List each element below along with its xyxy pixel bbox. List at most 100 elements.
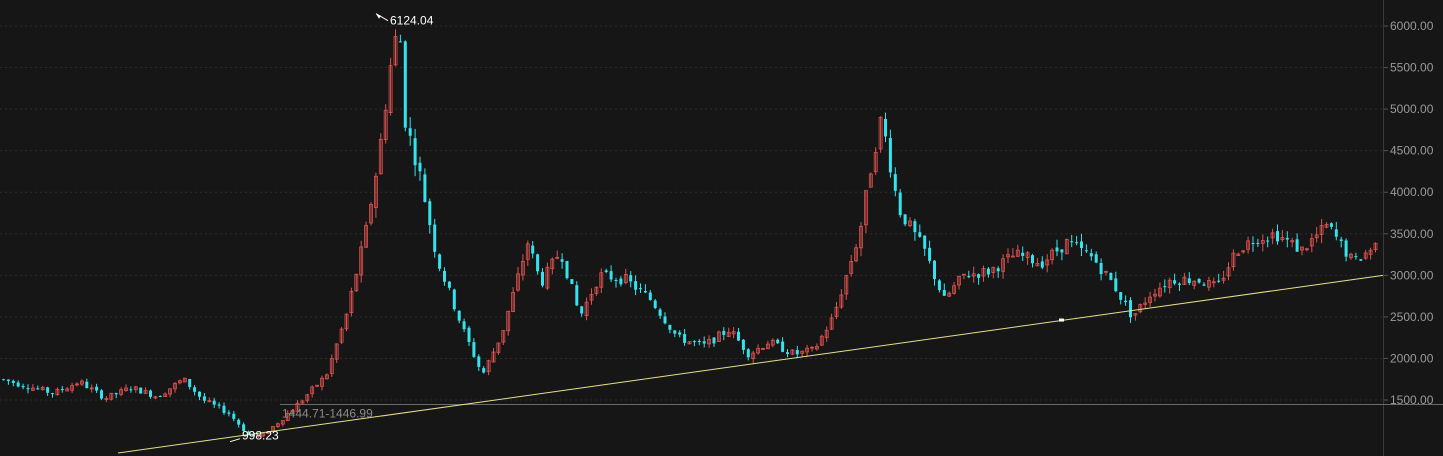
candle-body[interactable] — [310, 386, 315, 395]
candle-body[interactable] — [1094, 254, 1098, 263]
candle-body[interactable] — [418, 162, 422, 172]
candle-body[interactable] — [854, 247, 858, 262]
candle-body[interactable] — [737, 331, 740, 341]
candle-body[interactable] — [859, 225, 863, 249]
candle-body[interactable] — [1040, 261, 1044, 268]
candle-body[interactable] — [222, 405, 226, 413]
candle-body[interactable] — [383, 109, 388, 141]
support-trendline[interactable] — [117, 274, 1384, 454]
candle-body[interactable] — [1241, 250, 1246, 253]
candle-body[interactable] — [188, 379, 192, 388]
candle-body[interactable] — [1099, 262, 1103, 275]
candle-body[interactable] — [766, 343, 770, 350]
candle-body[interactable] — [1295, 239, 1299, 252]
candle-body[interactable] — [1148, 296, 1152, 303]
candle-body[interactable] — [815, 346, 819, 350]
candle-body[interactable] — [702, 341, 706, 344]
candle-body[interactable] — [913, 221, 917, 233]
candle-body[interactable] — [1070, 241, 1074, 243]
candle-body[interactable] — [937, 280, 941, 291]
candle-body[interactable] — [182, 377, 187, 383]
candle-body[interactable] — [1001, 258, 1005, 272]
candle-body[interactable] — [952, 285, 956, 294]
candle-body[interactable] — [55, 388, 60, 396]
candle-body[interactable] — [1266, 240, 1270, 242]
candle-body[interactable] — [1319, 224, 1324, 235]
candle-body[interactable] — [1124, 300, 1128, 303]
candle-body[interactable] — [496, 342, 501, 353]
candle-body[interactable] — [786, 352, 789, 354]
candle-body[interactable] — [1217, 280, 1221, 282]
candle-body[interactable] — [1211, 281, 1216, 284]
candle-body[interactable] — [884, 118, 887, 137]
candle-body[interactable] — [339, 328, 344, 343]
candle-body[interactable] — [1363, 252, 1368, 259]
candle-body[interactable] — [237, 419, 241, 425]
candle-body[interactable] — [1202, 284, 1206, 286]
candle-body[interactable] — [957, 275, 961, 286]
candle-body[interactable] — [918, 232, 922, 237]
candle-body[interactable] — [933, 260, 936, 280]
candle-body[interactable] — [438, 254, 442, 269]
candle-body[interactable] — [639, 288, 642, 290]
candle-body[interactable] — [21, 385, 25, 388]
candle-body[interactable] — [408, 128, 412, 136]
candle-body[interactable] — [26, 388, 30, 390]
candle-body[interactable] — [790, 349, 795, 355]
candle-body[interactable] — [295, 402, 300, 412]
candle-body[interactable] — [217, 404, 221, 406]
candle-body[interactable] — [903, 214, 907, 225]
candle-body[interactable] — [1133, 313, 1138, 316]
candle-body[interactable] — [731, 331, 736, 335]
candle-body[interactable] — [85, 381, 89, 389]
candle-body[interactable] — [452, 289, 456, 310]
candle-body[interactable] — [251, 433, 255, 436]
candle-body[interactable] — [673, 330, 677, 334]
candle-body[interactable] — [1373, 242, 1378, 251]
candle-body[interactable] — [70, 385, 74, 391]
candle-body[interactable] — [1050, 249, 1054, 261]
candle-body[interactable] — [824, 329, 829, 339]
candle-body[interactable] — [1276, 231, 1279, 242]
candle-body[interactable] — [663, 316, 667, 324]
candle-body[interactable] — [413, 138, 417, 166]
candle-body[interactable] — [942, 290, 946, 296]
candle-body[interactable] — [864, 190, 868, 226]
candle-body[interactable] — [687, 341, 692, 345]
candle-body[interactable] — [443, 270, 446, 282]
candle-body[interactable] — [609, 271, 613, 280]
candle-body[interactable] — [1084, 250, 1088, 252]
candle-body[interactable] — [898, 192, 902, 216]
candle-body[interactable] — [545, 266, 550, 289]
candle-body[interactable] — [1197, 278, 1201, 283]
candle-body[interactable] — [1359, 259, 1363, 261]
candle-body[interactable] — [261, 433, 266, 437]
candle-body[interactable] — [1015, 249, 1020, 257]
candle-body[interactable] — [329, 357, 334, 374]
candle-body[interactable] — [1089, 253, 1093, 257]
candle-body[interactable] — [143, 390, 148, 394]
candle-body[interactable] — [65, 388, 70, 392]
candle-body[interactable] — [511, 292, 516, 312]
candle-body[interactable] — [962, 273, 966, 276]
candle-body[interactable] — [868, 173, 873, 188]
candle-body[interactable] — [6, 379, 10, 382]
candle-body[interactable] — [1354, 256, 1358, 258]
candle-body[interactable] — [36, 388, 40, 390]
candle-body[interactable] — [761, 347, 765, 350]
candle-body[interactable] — [472, 342, 476, 357]
candle-body[interactable] — [531, 245, 535, 254]
candle-body[interactable] — [746, 349, 750, 358]
candle-body[interactable] — [565, 260, 569, 279]
candle-body[interactable] — [658, 309, 662, 316]
candle-body[interactable] — [712, 337, 716, 344]
candle-body[interactable] — [1329, 223, 1333, 227]
candle-body[interactable] — [40, 387, 45, 391]
candle-body[interactable] — [1114, 278, 1118, 292]
candle-body[interactable] — [1075, 242, 1079, 244]
candle-body[interactable] — [378, 138, 383, 175]
candle-body[interactable] — [1309, 238, 1314, 247]
candle-body[interactable] — [133, 386, 138, 390]
candle-body[interactable] — [202, 396, 206, 401]
candle-body[interactable] — [388, 65, 393, 114]
